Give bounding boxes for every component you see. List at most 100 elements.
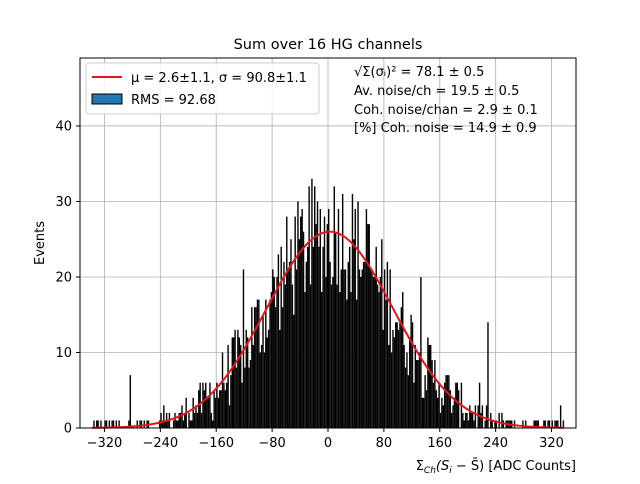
histogram-bar	[455, 382, 457, 428]
histogram-bar	[332, 276, 334, 428]
histogram-bar	[388, 344, 390, 428]
histogram-bar	[446, 375, 449, 428]
histogram-bar	[438, 382, 440, 428]
histogram-bar	[179, 412, 182, 428]
histogram-bar	[274, 307, 277, 428]
histogram-bar	[427, 337, 429, 428]
histogram-bar	[375, 246, 377, 428]
histogram-bar	[555, 420, 558, 428]
histogram-bar	[217, 397, 220, 428]
histogram-bar	[195, 405, 197, 428]
histogram-bar	[409, 337, 411, 428]
histogram-bar	[235, 367, 238, 428]
histogram-bar	[258, 299, 260, 428]
histogram-bar	[403, 344, 405, 428]
histogram-bar	[230, 375, 232, 428]
y-tick-label: 30	[55, 195, 72, 210]
histogram-bar	[346, 299, 348, 428]
y-tick-label: 40	[55, 119, 72, 134]
histogram-bar	[404, 367, 407, 428]
histogram-bar	[100, 420, 102, 428]
x-axis-ticks: −320 −240 −160 −80 0 80 160 240 320	[87, 428, 564, 451]
histogram-bar	[223, 382, 225, 428]
legend: μ = 2.6±1.1, σ = 90.8±1.1 RMS = 92.68	[85, 62, 320, 115]
histogram-bar	[379, 276, 382, 428]
histogram-bar	[350, 292, 352, 428]
histogram-bar	[253, 307, 256, 428]
histogram-bar	[443, 382, 446, 428]
histogram-bar	[196, 412, 199, 428]
histogram-bar	[428, 344, 430, 428]
x-label-rest: − S̄) [ADC Counts]	[452, 459, 576, 474]
histogram-bar	[383, 269, 386, 428]
histogram-bar	[279, 329, 281, 428]
gaussian-fit-line	[91, 230, 565, 429]
histogram-bar	[181, 405, 183, 428]
histogram-bar	[105, 420, 108, 428]
histogram-bar	[445, 375, 447, 428]
histogram-bar	[290, 239, 292, 428]
histogram-bar	[294, 216, 296, 428]
histogram-bar	[474, 405, 477, 428]
histogram-bar	[210, 412, 213, 428]
histogram-bar	[246, 337, 249, 428]
histogram-bar	[188, 412, 190, 428]
histogram-bar	[212, 420, 214, 428]
histogram-bar	[226, 382, 228, 428]
histogram-bar	[452, 405, 454, 428]
histogram-bar	[358, 269, 361, 428]
y-tick-label: 0	[64, 422, 72, 437]
histogram-bar	[267, 329, 270, 428]
histogram-bar	[423, 397, 425, 428]
histogram-bar	[239, 344, 242, 428]
histogram-bar	[416, 360, 418, 428]
histogram-bar	[325, 276, 327, 428]
histogram-bar	[364, 261, 366, 428]
histogram-bar	[301, 209, 303, 428]
histogram-bar	[192, 397, 194, 428]
histogram-bar	[395, 322, 397, 428]
x-tick-label: −320	[87, 436, 123, 451]
histogram-bar	[480, 412, 482, 428]
histogram-bar	[295, 269, 298, 428]
histogram-bar	[334, 231, 337, 428]
histogram-bar	[273, 276, 275, 428]
histogram-bar	[174, 412, 176, 428]
histogram-bar	[293, 314, 295, 428]
histogram-bar	[219, 390, 221, 428]
histogram-bar	[436, 397, 439, 428]
histogram-bar	[161, 420, 164, 428]
histogram-bar	[341, 193, 344, 428]
histogram-bar	[298, 239, 301, 428]
x-tick-label: 320	[539, 436, 564, 451]
histogram-bar	[326, 224, 328, 428]
histogram-bar	[227, 344, 229, 428]
histogram-bar	[323, 216, 326, 428]
histogram-bar	[369, 269, 372, 428]
histogram-bar	[554, 420, 556, 428]
histogram-bar	[441, 397, 443, 428]
legend-fit-label: μ = 2.6±1.1, σ = 90.8±1.1	[131, 71, 307, 86]
histogram-bar	[425, 390, 428, 428]
histogram-bar	[140, 420, 143, 428]
annotation-coh-percent: [%] Coh. noise = 14.9 ± 0.9	[354, 121, 537, 136]
histogram-bar	[115, 420, 118, 428]
histogram-bar	[329, 261, 331, 428]
histogram-bar	[548, 420, 551, 428]
histogram-bar	[284, 284, 287, 428]
histogram-bar	[221, 352, 224, 428]
histogram-bar	[287, 269, 289, 428]
annotation-avg-noise: Av. noise/ch = 19.5 ± 0.5	[354, 84, 519, 99]
histogram-bar	[245, 329, 247, 428]
histogram-bar	[163, 405, 165, 428]
histogram-bar	[316, 201, 319, 428]
histogram-bar	[184, 412, 186, 428]
histogram-bar	[397, 329, 400, 428]
histogram-bar	[164, 420, 166, 428]
histogram-bar	[400, 307, 403, 428]
histogram-bar	[424, 375, 426, 428]
histogram-bar	[177, 420, 179, 428]
histogram-bar	[537, 420, 539, 428]
histogram-bar	[337, 209, 340, 428]
histogram-bar	[175, 420, 178, 428]
